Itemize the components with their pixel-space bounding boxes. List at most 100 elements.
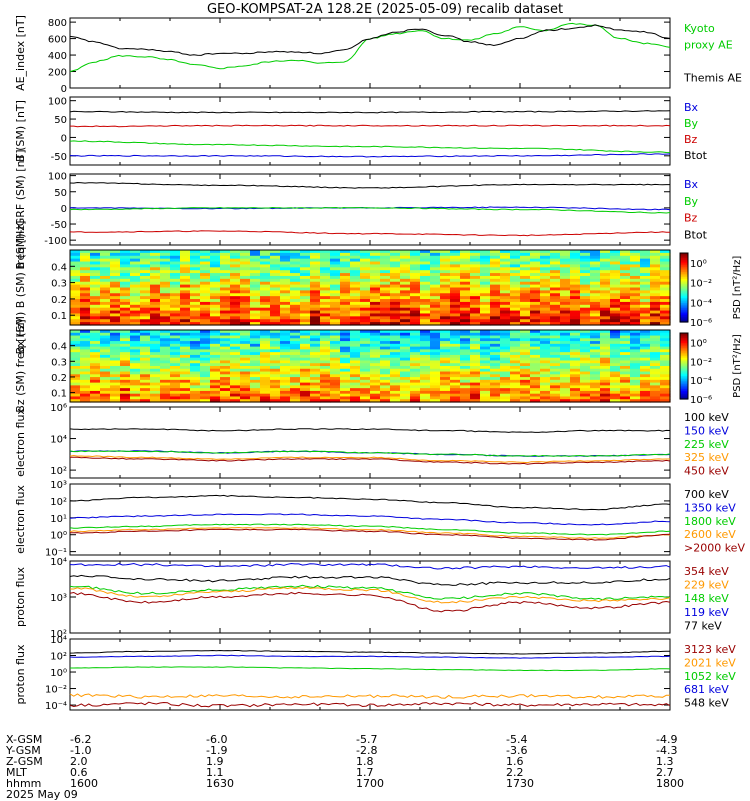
spectrogram-cell (130, 385, 141, 389)
spectrogram-cell (370, 388, 381, 392)
spectrogram-cell (460, 382, 471, 386)
spectrogram-cell (110, 393, 121, 398)
spectrogram-cell (170, 270, 181, 274)
spectrogram-cell (200, 275, 211, 280)
spectrogram-cell (380, 252, 391, 257)
spectrogram-cell (620, 250, 631, 254)
spectrogram-cell (70, 319, 81, 323)
spectrogram-cell (170, 299, 181, 303)
spectrogram-cell (550, 379, 561, 384)
spectrogram-cell (650, 293, 661, 297)
spectrogram-cell (440, 357, 451, 362)
spectrogram-cell (270, 332, 281, 337)
spectrogram-cell (200, 352, 211, 356)
spectrogram-cell (230, 346, 241, 350)
spectrogram-cell (560, 357, 571, 362)
spectrogram-cell (200, 250, 211, 254)
spectrogram-cell (140, 322, 151, 326)
spectrogram-cell (610, 338, 621, 342)
spectrogram-cell (270, 371, 281, 375)
spectrogram-cell (540, 363, 551, 367)
spectrogram-cell (360, 310, 371, 315)
spectrogram-cell (640, 377, 651, 381)
spectrogram-cell (340, 313, 351, 317)
spectrogram-cell (100, 399, 111, 403)
spectrogram-cell (100, 385, 111, 389)
spectrogram-cell (270, 377, 281, 381)
spectrogram-cell (300, 284, 311, 289)
spectrogram-cell (190, 371, 201, 375)
spectrogram-cell (510, 313, 521, 317)
spectrogram-cell (660, 374, 671, 378)
spectrogram-cell (80, 341, 91, 345)
spectrogram-cell (400, 299, 411, 303)
spectrogram-cell (330, 368, 341, 373)
spectrogram-cell (440, 319, 451, 323)
spectrogram-cell (200, 388, 211, 392)
spectrogram-cell (210, 360, 221, 364)
spectrogram-cell (310, 281, 321, 286)
spectrogram-cell (300, 335, 311, 339)
spectrogram-cell (270, 379, 281, 384)
spectrogram-cell (570, 346, 581, 350)
spectrogram-cell (320, 343, 331, 348)
spectrogram-cell (290, 341, 301, 345)
ephemeris-value: -4.3 (656, 744, 678, 757)
spectrogram-cell (80, 313, 91, 317)
spectrogram-cell (310, 382, 321, 386)
spectrogram-cell (650, 360, 661, 364)
spectrogram-cell (280, 264, 291, 268)
spectrogram-cell (310, 379, 321, 384)
spectrogram-cell (290, 316, 301, 320)
spectrogram-cell (330, 388, 341, 392)
spectrogram-cell (170, 399, 181, 403)
spectrogram-cell (620, 399, 631, 403)
spectrogram-cell (220, 363, 231, 367)
spectrogram-cell (510, 393, 521, 398)
spectrogram-cell (210, 368, 221, 373)
spectrogram-cell (510, 399, 521, 403)
spectrogram-cell (620, 332, 631, 337)
spectrogram-cell (560, 352, 571, 356)
spectrogram-cell (90, 354, 101, 359)
spectrogram-cell (260, 293, 271, 297)
spectrogram-cell (490, 390, 501, 395)
spectrogram-cell (100, 335, 111, 339)
spectrogram-cell (520, 310, 531, 315)
spectrogram-cell (360, 335, 371, 339)
spectrogram-cell (490, 304, 501, 309)
colorbar-label: PSD [nT²/Hz] (732, 334, 743, 398)
y-axis-label: Bz (SM) freq [Hz] (14, 319, 27, 412)
spectrogram-cell (210, 393, 221, 398)
spectrogram-cell (160, 354, 171, 359)
spectrogram-cell (570, 278, 581, 283)
spectrogram-cell (310, 304, 321, 309)
spectrogram-cell (110, 360, 121, 364)
spectrogram-cell (140, 293, 151, 297)
spectrogram-cell (560, 332, 571, 337)
spectrogram-cell (580, 330, 591, 334)
series-line (69, 153, 671, 158)
spectrogram-cell (220, 310, 231, 315)
spectrogram-cell (430, 299, 441, 303)
spectrogram-cell (600, 307, 611, 312)
spectrogram-cell (290, 264, 301, 268)
spectrogram-cell (510, 357, 521, 362)
series-line (69, 494, 671, 511)
spectrogram-cell (280, 360, 291, 364)
spectrogram-cell (640, 278, 651, 283)
spectrogram-cell (620, 273, 631, 277)
spectrogram-cell (470, 316, 481, 320)
spectrogram-cell (440, 281, 451, 286)
spectrogram-cell (120, 368, 131, 373)
spectrogram-cell (100, 255, 111, 260)
spectrogram-cell (170, 258, 181, 263)
spectrogram-cell (80, 366, 91, 370)
spectrogram-cell (120, 396, 131, 400)
spectrogram-cell (280, 366, 291, 370)
spectrogram-cell (330, 354, 341, 359)
spectrogram-cell (470, 388, 481, 392)
spectrogram-cell (650, 371, 661, 375)
spectrogram-cell (110, 346, 121, 350)
spectrogram-cell (400, 273, 411, 277)
